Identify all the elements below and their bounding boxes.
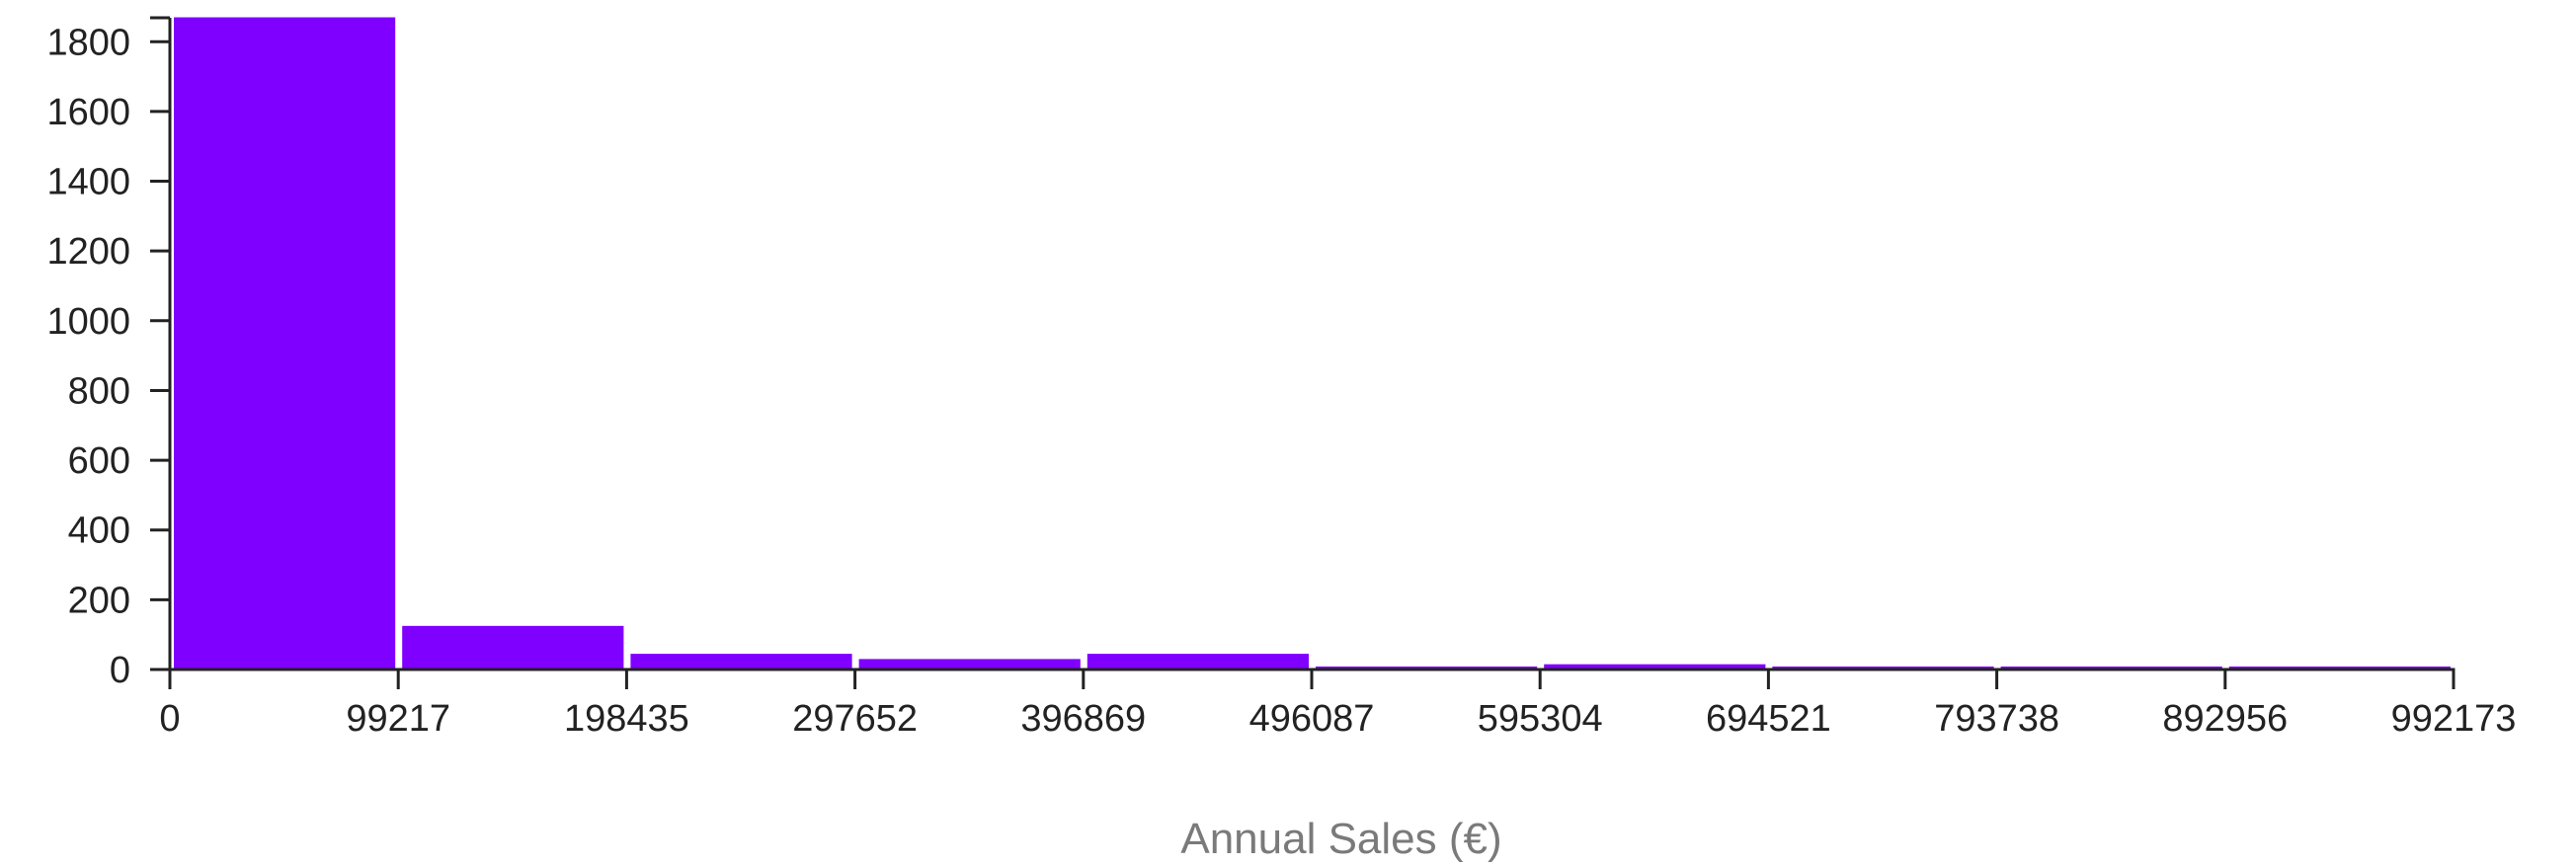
- x-tick-label: 793738: [1934, 698, 2059, 740]
- y-axis: 0 200 400 600 800 1000 1200 1400 1600 1800: [46, 16, 172, 691]
- x-axis-title: Annual Sales (€): [1180, 815, 1501, 863]
- y-tick-label: 1800: [46, 22, 130, 63]
- x-tick-label: 595304: [1478, 698, 1603, 740]
- x-tick-label: 396869: [1020, 698, 1146, 740]
- histogram-bars: [174, 17, 2451, 669]
- y-tick-label: 1400: [46, 162, 130, 203]
- x-tick-label: 694521: [1706, 698, 1831, 740]
- y-tick-label: 1000: [46, 301, 130, 343]
- x-axis: 0 99217 198435 297652 396869 496087 595304 6945…: [159, 668, 2517, 740]
- x-tick-label: 0: [159, 698, 180, 740]
- y-tick-label: 0: [110, 650, 130, 691]
- y-tick-label: 1200: [46, 231, 130, 273]
- histogram-bar: [1087, 654, 1310, 669]
- x-tick-label: 992173: [2391, 698, 2517, 740]
- y-tick-label: 1600: [46, 92, 130, 133]
- x-tick-label: 99217: [346, 698, 450, 740]
- histogram-bar: [174, 17, 396, 669]
- histogram-bar: [402, 625, 624, 669]
- y-tick-label: 800: [68, 370, 130, 412]
- x-tick-label: 198435: [564, 698, 689, 740]
- x-tick-label: 892956: [2162, 698, 2288, 740]
- histogram-bar: [630, 654, 852, 669]
- y-tick-label: 200: [68, 580, 130, 621]
- histogram-bar: [1544, 664, 1766, 669]
- y-tick-label: 600: [68, 440, 130, 482]
- histogram-bar: [858, 659, 1081, 669]
- x-tick-label: 496087: [1249, 698, 1375, 740]
- y-tick-label: 400: [68, 511, 130, 552]
- x-tick-label: 297652: [792, 698, 918, 740]
